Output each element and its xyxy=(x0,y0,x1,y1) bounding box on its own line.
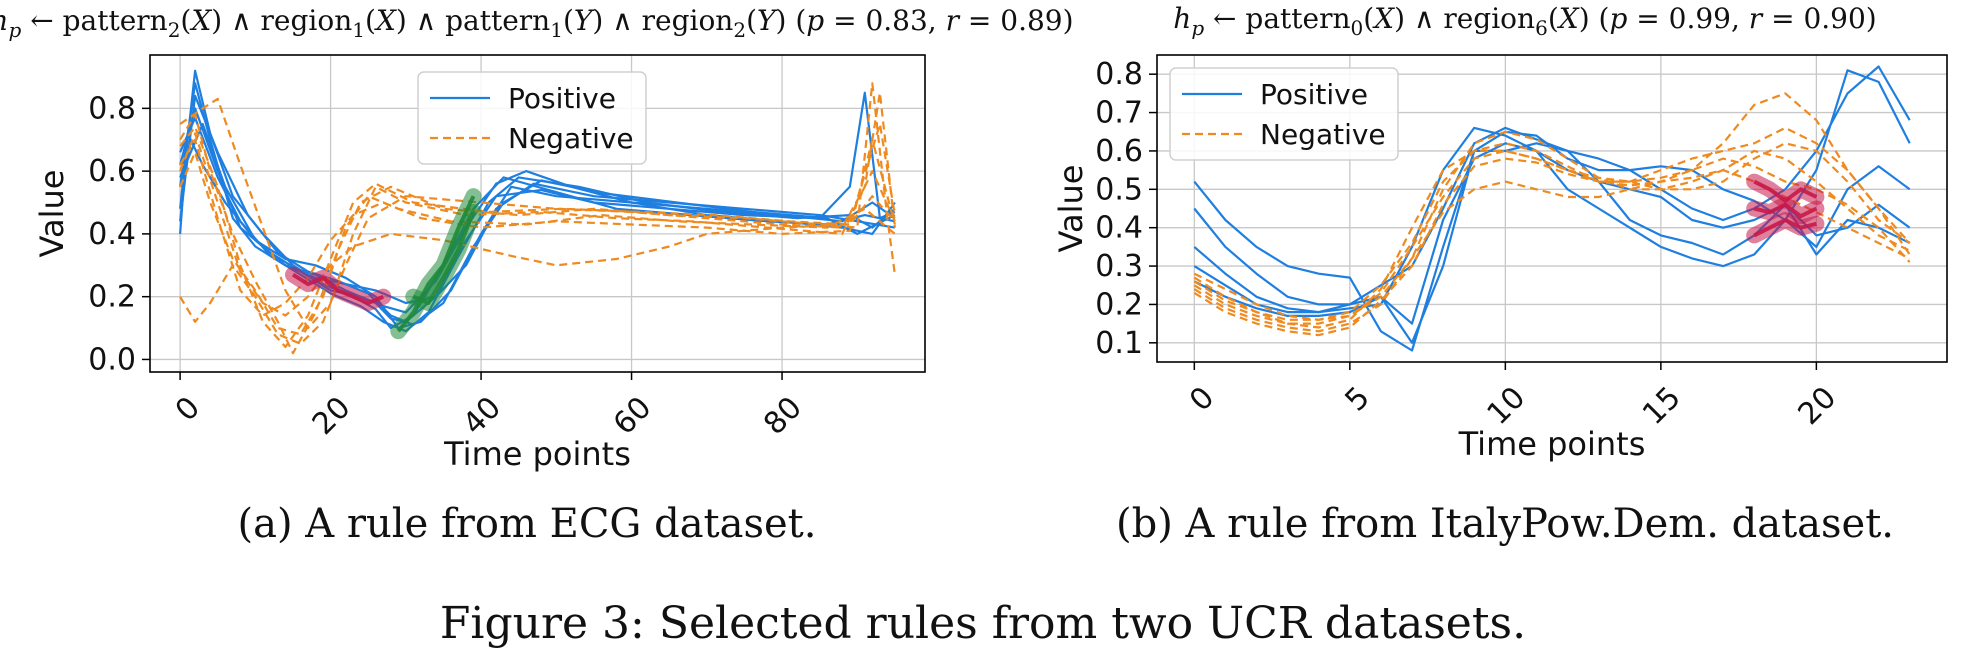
y-tick-label: 0.3 xyxy=(1095,249,1143,284)
subfigure-caption: (a) A rule from ECG dataset. xyxy=(238,501,817,547)
positive-series-line xyxy=(1193,65,1911,306)
x-tick-label: 0 xyxy=(169,390,207,428)
x-tick-label: 80 xyxy=(757,390,809,442)
y-tick-label: 0.0 xyxy=(88,342,136,377)
negative-series-line xyxy=(179,82,896,355)
negative-series-line xyxy=(1193,130,1911,333)
negative-series-line xyxy=(1193,142,1911,321)
x-tick-label: 0 xyxy=(1183,380,1221,418)
y-tick-label: 0.2 xyxy=(88,280,136,315)
legend-label-positive: Positive xyxy=(508,82,616,115)
legend-label-negative: Negative xyxy=(1260,118,1386,151)
y-tick-label: 0.5 xyxy=(1095,172,1143,207)
x-tick-label: 20 xyxy=(1792,380,1844,432)
y-axis-label: Value xyxy=(33,170,71,258)
negative-series-line xyxy=(179,151,896,336)
axes-frame xyxy=(1156,54,1948,363)
red-pattern-highlight-core xyxy=(1753,218,1817,238)
negative-series-line xyxy=(179,132,896,317)
figure-caption: Figure 3: Selected rules from two UCR da… xyxy=(440,598,1526,649)
y-tick-label: 0.1 xyxy=(1095,326,1143,361)
y-tick-label: 0.4 xyxy=(1095,211,1143,246)
negative-series-line xyxy=(1193,92,1911,325)
red-pattern-highlight-core xyxy=(291,273,385,305)
legend-box xyxy=(1169,67,1399,161)
negative-series-line xyxy=(1193,126,1911,329)
rule-title: hp ← pattern0(X) ∧ region6(X) (p = 0.99,… xyxy=(1173,2,1876,40)
plot-area xyxy=(1193,65,1911,352)
y-tick-label: 0.8 xyxy=(88,91,136,126)
legend-label-positive: Positive xyxy=(1260,78,1368,111)
legend-label-negative: Negative xyxy=(508,122,634,155)
negative-series-line xyxy=(179,138,896,317)
x-tick-label: 5 xyxy=(1339,380,1377,418)
y-tick-label: 0.2 xyxy=(1095,287,1143,322)
legend: Positive Negative xyxy=(417,71,647,165)
negative-series-line xyxy=(179,97,896,330)
plot-area xyxy=(179,69,896,355)
legend: Positive Negative xyxy=(1169,67,1399,161)
y-tick-label: 0.6 xyxy=(88,154,136,189)
legend-box xyxy=(417,71,647,165)
positive-series-line xyxy=(179,116,896,333)
rule-title: hp ← pattern2(X) ∧ region1(X) ∧ pattern1… xyxy=(0,4,1074,42)
axes-frame xyxy=(149,54,926,373)
y-tick-label: 0.7 xyxy=(1095,96,1143,131)
x-tick-label: 20 xyxy=(306,390,358,442)
y-tick-label: 0.8 xyxy=(1095,57,1143,92)
negative-series-line xyxy=(179,122,896,348)
red-pattern-highlight-core xyxy=(1753,202,1818,219)
x-axis-label: Time points xyxy=(443,435,631,473)
subfigure-caption: (b) A rule from ItalyPow.Dem. dataset. xyxy=(1116,501,1894,547)
positive-series-line xyxy=(179,94,896,326)
y-tick-label: 0.6 xyxy=(1095,134,1143,169)
negative-series-line xyxy=(179,91,896,345)
green-pattern-highlight-core xyxy=(412,211,476,305)
y-tick-label: 0.4 xyxy=(88,217,136,252)
x-axis-label: Time points xyxy=(1458,425,1646,463)
y-axis-label: Value xyxy=(1052,165,1090,253)
